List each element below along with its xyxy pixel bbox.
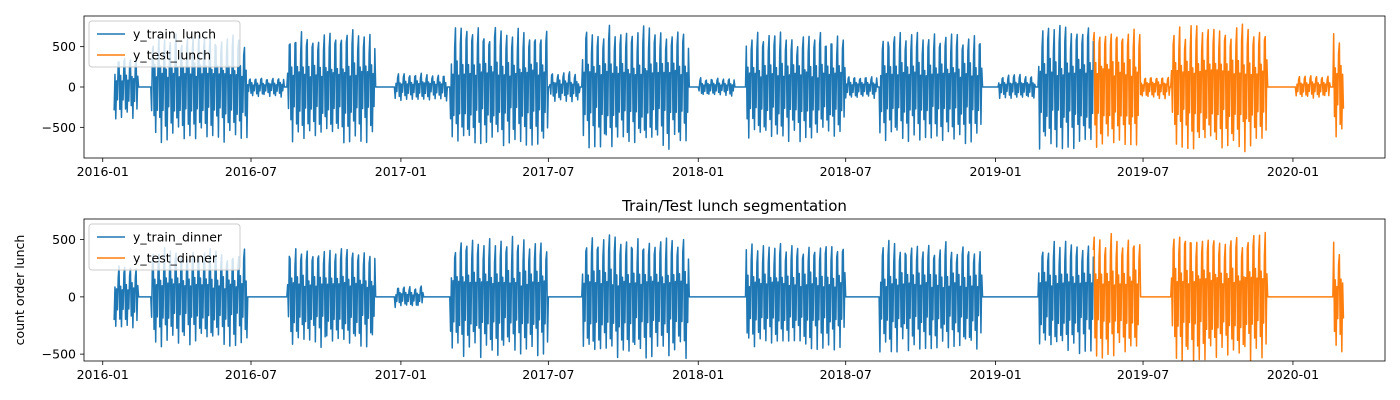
legend-box: [88, 20, 241, 68]
series-line-y-test-dinner: [1092, 231, 1345, 361]
chart-title: Train/Test lunch segmentation: [621, 197, 847, 215]
x-tick-label: 2019-01: [969, 367, 1021, 382]
legend-box: [88, 223, 241, 271]
y-tick-label: 500: [52, 232, 76, 247]
series-group: [113, 231, 1345, 361]
x-tick-label: 2016-01: [77, 367, 129, 382]
x-tick-label: 2019-07: [1117, 164, 1169, 179]
x-tick-label: 2017-07: [522, 164, 574, 179]
y-tick-label: 0: [68, 289, 76, 304]
x-tick-label: 2019-07: [1117, 367, 1169, 382]
x-tick-label: 2017-07: [522, 367, 574, 382]
legend-label: y_train_lunch: [133, 27, 216, 42]
y-tick-label: −500: [42, 120, 76, 135]
x-tick-label: 2018-01: [672, 164, 724, 179]
x-tick-label: 2018-07: [820, 367, 872, 382]
y-tick-label: 500: [52, 39, 76, 54]
x-tick-label: 2016-07: [225, 367, 277, 382]
series-line-y-train-dinner: [113, 234, 1095, 360]
legend-label: y_train_dinner: [133, 230, 223, 245]
y-axis-label: count order lunch: [12, 235, 27, 346]
series-line-y-test-lunch: [1092, 23, 1345, 153]
x-tick-label: 2019-01: [969, 164, 1021, 179]
x-tick-label: 2016-01: [77, 164, 129, 179]
y-tick-label: −500: [42, 347, 76, 362]
axes-frame: [83, 218, 1386, 362]
legend: y_train_lunch y_test_lunch: [88, 20, 241, 68]
x-tick-label: 2020-01: [1267, 164, 1319, 179]
x-tick-label: 2017-01: [375, 164, 427, 179]
legend: y_train_dinner y_test_dinner: [88, 223, 241, 271]
series-group: [113, 23, 1345, 153]
y-tick-label: 0: [68, 80, 76, 95]
x-tick-label: 2017-01: [375, 367, 427, 382]
x-tick-label: 2020-01: [1267, 367, 1319, 382]
chart-top: 2016-01 2016-07 2017-01 2017-07 2018-01 2018-…: [42, 15, 1386, 179]
chart-bottom: 2016-01 2016-07 2017-01 2017-07 2018-01 2018-…: [12, 197, 1386, 382]
series-line-y-train-lunch: [113, 24, 1095, 150]
legend-label: y_test_lunch: [133, 48, 211, 63]
x-tick-label: 2018-07: [820, 164, 872, 179]
x-tick-label: 2016-07: [225, 164, 277, 179]
x-tick-label: 2018-01: [672, 367, 724, 382]
legend-label: y_test_dinner: [133, 251, 218, 266]
